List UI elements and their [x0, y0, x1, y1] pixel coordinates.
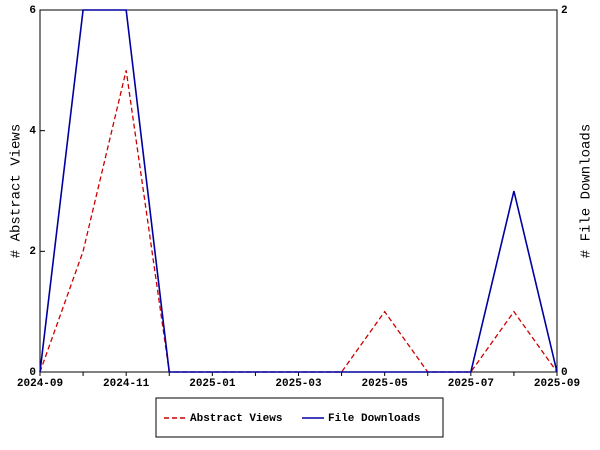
x-tick-label: 2024-11 [103, 378, 150, 390]
y-tick-label: 0 [29, 367, 36, 379]
x-tick-label: 2025-09 [534, 378, 580, 390]
y-tick-label: 6 [29, 5, 36, 17]
legend-label: Abstract Views [190, 413, 282, 425]
y2-tick-label: 2 [561, 5, 568, 17]
x-tick-label: 2025-05 [362, 378, 409, 390]
x-tick-label: 2025-03 [275, 378, 322, 390]
y2-axis-title: # File Downloads [579, 124, 595, 258]
x-tick-label: 2024-09 [17, 378, 63, 390]
y-axis-title: # Abstract Views [9, 124, 25, 258]
series-line [39, 9, 558, 373]
series-line [39, 70, 558, 373]
y-tick-label: 4 [29, 126, 36, 138]
legend-box [155, 397, 444, 438]
y2-tick-label: 0 [561, 367, 568, 379]
plot-frame [39, 9, 558, 373]
y-tick-label: 2 [29, 246, 36, 258]
legend-label: File Downloads [328, 413, 420, 425]
x-tick-label: 2025-01 [189, 378, 236, 390]
x-tick-label: 2025-07 [448, 378, 494, 390]
